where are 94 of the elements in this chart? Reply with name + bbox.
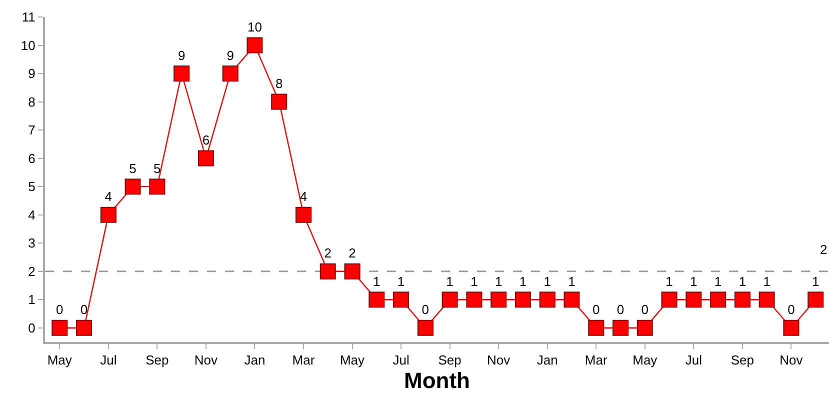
data-label: 1: [470, 274, 478, 289]
data-label: 1: [494, 274, 502, 289]
x-tick-label: Sep: [438, 352, 462, 368]
data-label: 2: [348, 246, 356, 261]
x-tick-label: Sep: [146, 352, 169, 368]
data-label: 1: [666, 274, 673, 289]
x-tick-label: Jan: [536, 352, 558, 368]
data-label: 0: [641, 302, 649, 318]
x-tick-label: Jul: [100, 352, 117, 368]
point: [808, 292, 824, 308]
data-label: 4: [104, 189, 112, 204]
point: [442, 292, 458, 308]
point: [344, 263, 360, 280]
x-tick-label: May: [47, 352, 72, 368]
x-tick-label: Jul: [392, 352, 410, 368]
data-label: 0: [616, 302, 624, 318]
x-tick-label: May: [340, 352, 366, 368]
data-label: 5: [129, 160, 136, 176]
point: [320, 263, 336, 280]
data-label: 1: [519, 274, 527, 289]
point: [52, 320, 68, 336]
data-label: 0: [592, 302, 600, 318]
y-tick-label: 1: [28, 292, 36, 308]
point: [783, 320, 800, 336]
data-label: 0: [788, 302, 795, 318]
point: [466, 292, 482, 308]
x-tick-label: Jan: [244, 352, 266, 368]
point: [514, 292, 531, 308]
data-label: 6: [202, 132, 210, 148]
data-label: 1: [763, 274, 770, 289]
y-tick-label: 7: [28, 122, 36, 138]
y-tick-label: 5: [28, 179, 36, 194]
point: [76, 320, 92, 336]
point: [686, 292, 702, 308]
point: [368, 292, 385, 308]
x-tick-label: Nov: [487, 352, 511, 368]
point: [564, 292, 580, 308]
y-tick-label: 8: [28, 94, 36, 110]
data-label: 1: [397, 274, 405, 289]
data-label: 0: [56, 302, 64, 318]
data-label: 1: [544, 274, 551, 289]
data-label: 1: [690, 274, 698, 289]
data-label: 4: [300, 189, 308, 204]
point: [295, 206, 312, 223]
y-tick-label: 10: [20, 38, 36, 53]
point: [246, 37, 263, 54]
point: [222, 66, 238, 82]
data-label: 0: [80, 302, 88, 318]
data-label: 2: [324, 246, 332, 261]
point: [271, 94, 288, 110]
point: [198, 150, 214, 166]
point: [612, 320, 628, 336]
x-tick-label: Mar: [584, 352, 608, 368]
x-tick-label: Mar: [292, 352, 316, 368]
x-tick-label: Sep: [730, 352, 754, 368]
point: [539, 292, 556, 308]
x-tick-label: Nov: [780, 352, 804, 368]
y-tick-label: 9: [28, 66, 36, 82]
x-tick-label: May: [632, 352, 658, 368]
y-tick-label: 11: [22, 10, 36, 25]
y-tick-label: 6: [28, 150, 36, 166]
point: [661, 292, 678, 308]
y-tick-label: 0: [28, 320, 36, 336]
data-label: 10: [247, 20, 262, 35]
point: [588, 320, 604, 336]
point: [734, 292, 750, 308]
point: [393, 292, 410, 308]
y-tick-label: 4: [28, 207, 36, 222]
point: [417, 320, 434, 336]
point: [124, 178, 141, 195]
data-label: 1: [568, 274, 576, 289]
point: [758, 292, 775, 308]
data-label: 5: [154, 160, 161, 176]
data-label: 9: [226, 48, 234, 63]
point: [100, 206, 116, 223]
y-tick-label: 2: [28, 264, 36, 279]
ref-line-label: 2: [820, 242, 828, 257]
x-tick-label: Jul: [685, 352, 702, 368]
data-label: 9: [178, 48, 186, 63]
point: [149, 178, 166, 195]
x-tick-label: Nov: [194, 352, 218, 368]
data-label: 1: [714, 274, 722, 289]
data-label: 0: [422, 302, 430, 318]
x-axis-title: Month: [404, 368, 470, 393]
data-label: 1: [738, 274, 746, 289]
y-tick-label: 3: [28, 236, 36, 251]
data-label: 1: [373, 274, 380, 289]
data-label: 1: [446, 274, 454, 289]
point: [174, 66, 190, 82]
point: [636, 320, 653, 336]
data-label: 1: [812, 274, 820, 289]
point: [490, 292, 507, 308]
point: [710, 292, 726, 308]
data-label: 8: [275, 76, 283, 92]
